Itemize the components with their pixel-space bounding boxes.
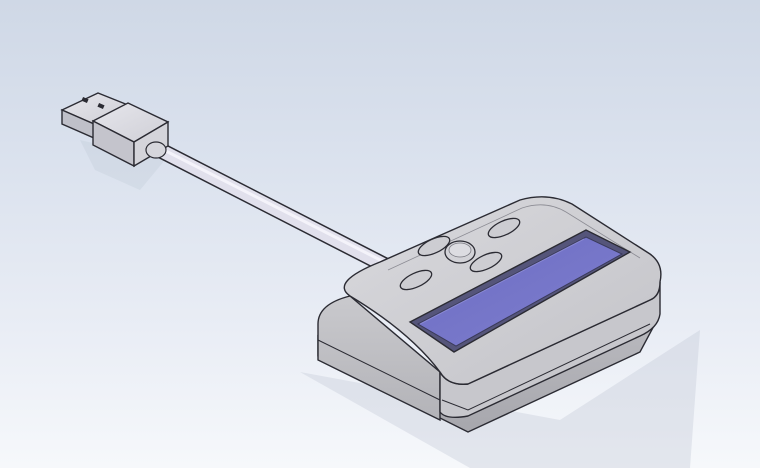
plug-reflection xyxy=(80,140,165,190)
button-up[interactable] xyxy=(416,232,453,259)
button-right[interactable] xyxy=(486,214,523,241)
button-center[interactable] xyxy=(444,240,476,264)
button-down[interactable] xyxy=(468,248,505,275)
usb-a-plug[interactable] xyxy=(60,92,170,168)
cable xyxy=(152,142,406,280)
device-shadow xyxy=(300,330,700,468)
button-left[interactable] xyxy=(398,266,435,293)
lcd-screen xyxy=(408,229,632,353)
